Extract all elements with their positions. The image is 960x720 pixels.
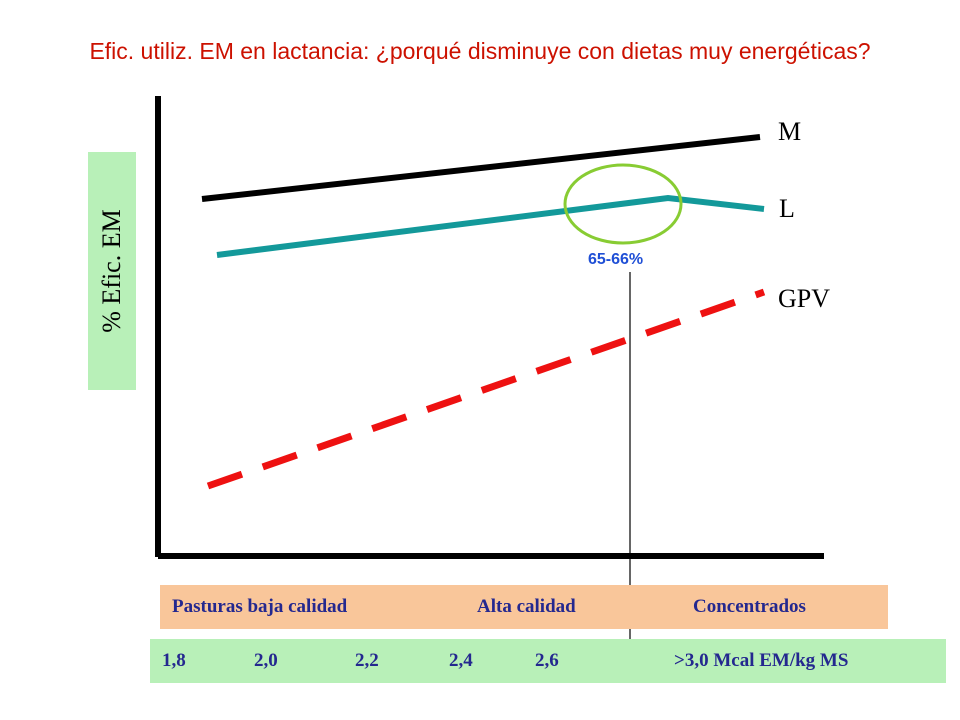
peak-circle	[563, 163, 683, 245]
y-axis-label-box: % Efic. EM	[88, 152, 136, 390]
label-gpv: GPV	[778, 284, 830, 313]
line-l	[216, 194, 765, 258]
diet-high-quality: Alta calidad	[477, 596, 576, 617]
slide-title: Efic. utiliz. EM en lactancia: ¿porqué d…	[89, 38, 871, 64]
label-m: M	[778, 117, 801, 146]
energy-value-3-0-unit: >3,0 Mcal EM/kg MS	[674, 650, 849, 671]
energy-value-2-6: 2,6	[535, 650, 559, 671]
energy-value-1-8: 1,8	[162, 650, 186, 671]
energy-value-2-4: 2,4	[449, 650, 473, 671]
energy-density-band: 1,8 2,0 2,2 2,4 2,6 >3,0 Mcal EM/kg MS	[150, 639, 946, 683]
peak-value-label: 65-66%	[588, 251, 643, 268]
diet-quality-band: Pasturas baja calidad Alta calidad Conce…	[160, 585, 888, 629]
label-l: L	[779, 194, 795, 223]
diet-low-quality-pasture: Pasturas baja calidad	[172, 596, 348, 617]
diet-concentrates: Concentrados	[693, 596, 806, 617]
energy-value-2-2: 2,2	[355, 650, 379, 671]
line-m	[201, 134, 761, 202]
energy-value-2-0: 2,0	[254, 650, 278, 671]
line-gpv	[206, 288, 766, 490]
